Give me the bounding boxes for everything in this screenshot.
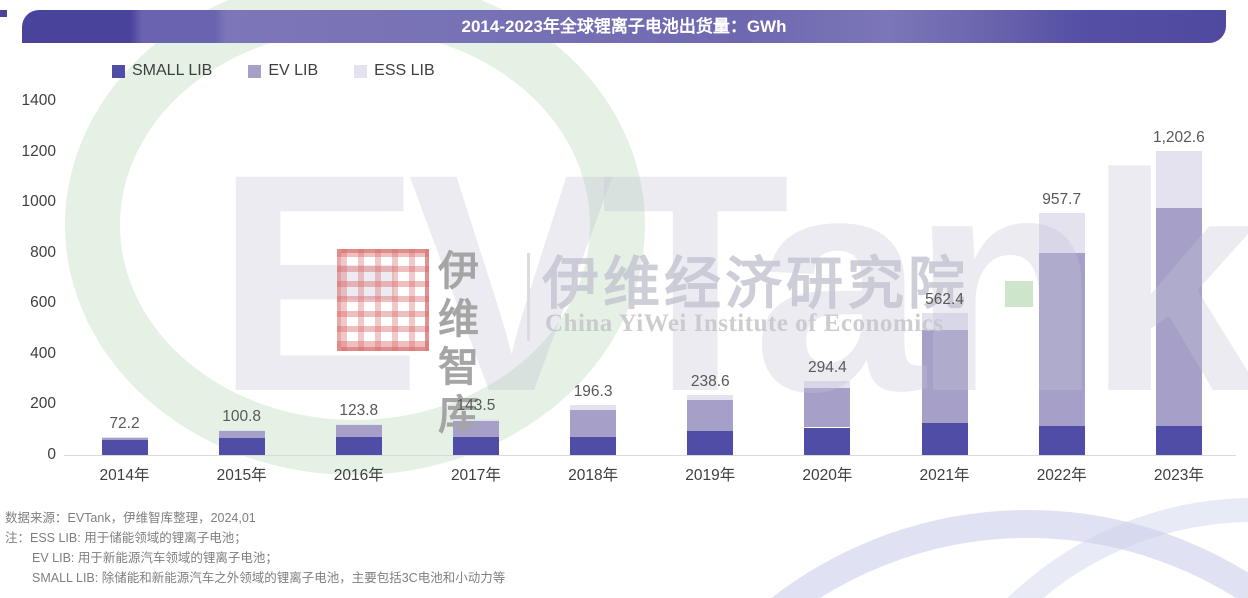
legend-item-ev-lib: EV LIB: [248, 62, 318, 80]
bar-total-label-2016年: 123.8: [339, 401, 379, 419]
y-axis-tick-label: 200: [30, 395, 56, 412]
bar-total-label-2018年: 196.3: [573, 383, 613, 401]
bar-segment-ev-lib-2017年: [452, 420, 499, 438]
bar-segment-small-lib-2019年: [687, 431, 734, 455]
bar-segment-ess-lib-2023年: [1155, 151, 1202, 209]
bar-total-label-2020年: 294.4: [807, 358, 847, 376]
y-axis-tick-label: 0: [47, 445, 56, 463]
watermark-divider: [527, 253, 530, 341]
bar-segment-ev-lib-2023年: [1155, 208, 1202, 427]
legend-swatch-ev-lib: [248, 64, 262, 78]
bar-total-label-2014年: 72.2: [109, 414, 140, 432]
note-ev: EV LIB: 用于新能源汽车领域的锂离子电池；: [32, 551, 278, 565]
bar-segment-ev-lib-2022年: [1038, 253, 1085, 427]
x-axis-tick-label-2018年: 2018年: [568, 467, 619, 484]
x-axis-tick-label-2016年: 2016年: [333, 467, 384, 484]
yiwei-stamp-icon: [337, 249, 429, 351]
y-axis-tick-label: 800: [30, 243, 56, 261]
bar-segment-ess-lib-2017年: [452, 418, 499, 421]
watermark-arc: [610, 510, 1248, 598]
note-small: SMALL LIB: 除储能和新能源汽车之外领域的锂离子电池，主要包括3C电池和…: [32, 571, 506, 585]
bar-total-label-2019年: 238.6: [690, 372, 730, 390]
x-axis-line: [64, 455, 1236, 456]
x-axis-tick-label-2023年: 2023年: [1153, 467, 1204, 484]
bar-segment-small-lib-2017年: [452, 437, 499, 455]
legend-swatch-ess-lib: [354, 64, 368, 78]
legend-label: SMALL LIB: [132, 62, 213, 79]
chart-title: 2014-2023年全球锂离子电池出货量：GWh: [461, 17, 787, 36]
legend-item-small-lib: SMALL LIB: [112, 62, 212, 80]
bar-total-label-2017年: 143.5: [456, 396, 496, 414]
legend-swatch-small-lib: [112, 64, 125, 78]
bar-total-label-2015年: 100.8: [222, 407, 262, 425]
watermark-institute-en: China YiWei Institute of Economics: [545, 310, 944, 337]
bar-segment-small-lib-2018年: [570, 436, 617, 455]
bar-segment-ess-lib-2020年: [804, 380, 851, 388]
legend-item-ess-lib: ESS LIB: [354, 62, 435, 80]
bar-segment-ev-lib-2018年: [570, 410, 617, 437]
bar-segment-ess-lib-2015年: [218, 429, 265, 431]
watermark-green-chip: [1005, 281, 1033, 307]
x-axis-tick-label-2019年: 2019年: [685, 467, 736, 484]
bar-segment-small-lib-2015年: [218, 438, 265, 455]
y-axis-tick-label: 1200: [21, 142, 56, 160]
bar-segment-ess-lib-2016年: [335, 423, 382, 426]
x-axis-tick-label-2021年: 2021年: [919, 467, 970, 484]
bar-segment-ev-lib-2015年: [218, 430, 265, 439]
note-ess: 注：ESS LIB: 用于储能领域的锂离子电池；: [5, 531, 247, 545]
bar-segment-small-lib-2020年: [804, 427, 851, 455]
legend-label: ESS LIB: [374, 62, 435, 79]
y-axis-tick-label: 1400: [21, 92, 56, 110]
x-axis-tick-label-2015年: 2015年: [216, 467, 267, 484]
bar-segment-ess-lib-2019年: [687, 394, 734, 401]
footnotes: 数据来源：EVTank，伊维智库整理，2024,01 注：ESS LIB: 用于…: [5, 508, 505, 588]
bar-total-label-2023年: 1,202.6: [1152, 129, 1205, 147]
bar-segment-ess-lib-2022年: [1038, 213, 1085, 254]
bar-segment-small-lib-2023年: [1155, 426, 1202, 455]
bar-total-label-2021年: 562.4: [925, 291, 964, 309]
bar-segment-small-lib-2021年: [921, 423, 968, 455]
legend-label: EV LIB: [268, 62, 319, 79]
title-band: 2014-2023年全球锂离子电池出货量：GWh: [22, 10, 1226, 43]
bar-segment-ess-lib-2018年: [570, 405, 617, 411]
bar-segment-ev-lib-2016年: [335, 425, 382, 438]
y-axis-tick-label: 400: [30, 344, 56, 362]
y-axis-tick-label: 1000: [21, 193, 56, 211]
bar-segment-small-lib-2016年: [335, 437, 382, 455]
bar-segment-ev-lib-2020年: [804, 387, 851, 428]
bar-total-label-2022年: 957.7: [1042, 191, 1082, 209]
title-band-edge: [0, 10, 7, 17]
y-axis-tick-label: 600: [30, 294, 56, 312]
legend: SMALL LIB EV LIB ESS LIB: [112, 62, 435, 80]
x-axis-tick-label-2014年: 2014年: [99, 467, 150, 484]
watermark-arc: [900, 498, 1248, 598]
bar-segment-small-lib-2022年: [1038, 426, 1085, 455]
bar-segment-ev-lib-2019年: [687, 400, 734, 431]
source-note: 数据来源：EVTank，伊维智库整理，2024,01: [5, 511, 256, 525]
x-axis-tick-label-2020年: 2020年: [802, 467, 853, 484]
bar-segment-small-lib-2014年: [101, 439, 148, 455]
x-axis-tick-label-2017年: 2017年: [450, 467, 501, 484]
x-axis-tick-label-2022年: 2022年: [1036, 467, 1087, 484]
bar-segment-ev-lib-2021年: [921, 329, 968, 424]
bar-segment-ev-lib-2014年: [101, 437, 148, 440]
bar-segment-ess-lib-2021年: [921, 313, 968, 330]
